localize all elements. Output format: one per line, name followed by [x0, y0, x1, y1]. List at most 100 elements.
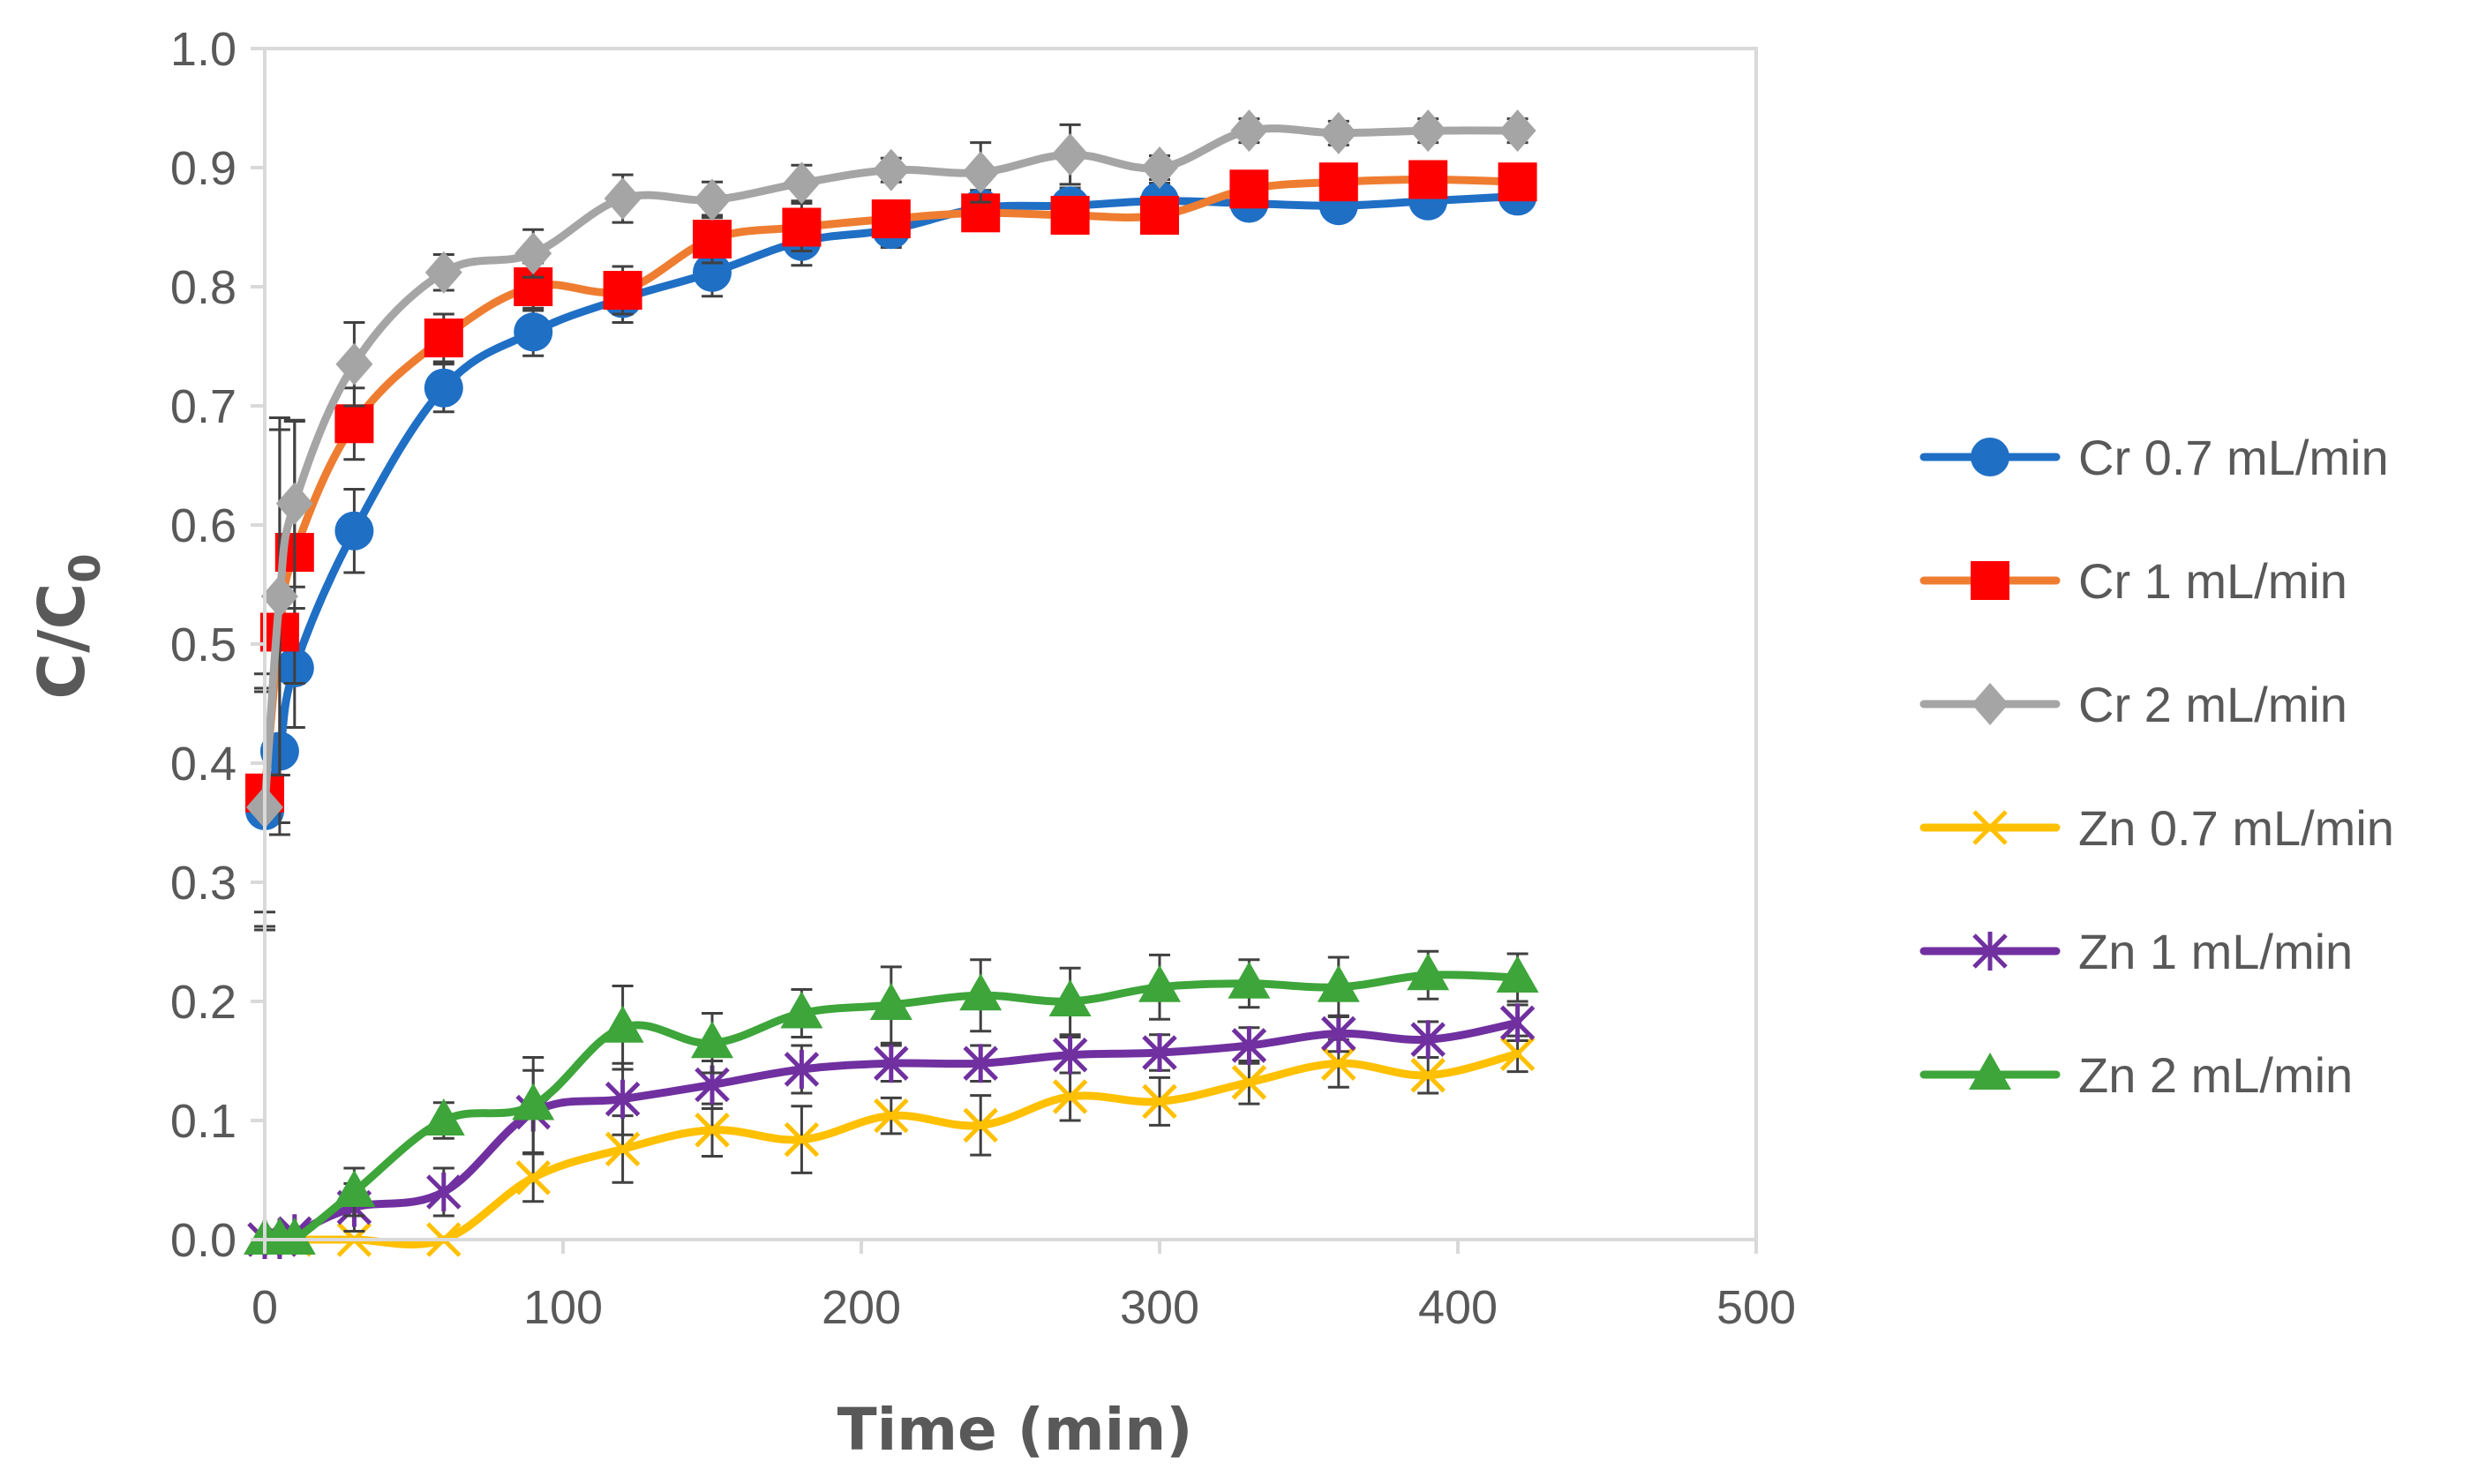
legend-swatch-marker — [1972, 810, 2008, 845]
legend-item-2: Cr 1 mL/min — [1919, 553, 2347, 609]
data-point — [1052, 1035, 1088, 1075]
data-point — [1499, 1003, 1536, 1043]
data-point — [869, 983, 913, 1021]
data-point — [334, 404, 374, 444]
y-tick-label: 0.5 — [170, 618, 237, 671]
data-point — [422, 1098, 465, 1135]
x-tick-label: 200 — [822, 1281, 901, 1334]
y-tick-label: 0.4 — [170, 738, 237, 791]
data-point — [426, 1173, 462, 1211]
data-point — [691, 1021, 733, 1059]
legend-swatch-marker — [1969, 1053, 2011, 1090]
data-point — [1321, 1014, 1356, 1053]
data-point — [1142, 1083, 1177, 1120]
data-point — [1319, 111, 1357, 154]
legend-label: Zn 2 mL/min — [2078, 1047, 2353, 1103]
data-point — [260, 575, 298, 618]
data-point — [1410, 1020, 1446, 1060]
data-point — [872, 148, 910, 191]
y-axis-title-main: C/C — [25, 583, 99, 700]
y-tick-label: 0.2 — [170, 976, 237, 1029]
data-point — [1231, 1065, 1267, 1100]
data-point — [694, 178, 731, 221]
data-point — [1317, 964, 1360, 1002]
data-point — [1141, 146, 1178, 189]
data-point — [1229, 169, 1269, 209]
legend-item-6: Zn 2 mL/min — [1919, 1047, 2353, 1103]
x-axis-title: Time (min) — [837, 1396, 1193, 1464]
data-point — [333, 1170, 376, 1207]
legend-label: Cr 2 mL/min — [2078, 677, 2347, 732]
x-tick-label: 400 — [1418, 1281, 1498, 1334]
data-point — [784, 1049, 820, 1089]
data-point — [1231, 1025, 1267, 1065]
data-point — [515, 1160, 551, 1195]
legend-label: Cr 0.7 mL/min — [2078, 430, 2389, 485]
data-point — [424, 319, 463, 358]
data-point — [605, 1131, 641, 1167]
data-point — [1498, 109, 1536, 153]
data-point — [874, 1044, 909, 1083]
data-point — [1138, 964, 1181, 1002]
series-line — [260, 191, 1522, 815]
legend-label: Cr 1 mL/min — [2078, 553, 2347, 609]
series-3 — [246, 109, 1536, 928]
data-point — [1142, 1033, 1177, 1073]
data-point — [335, 342, 373, 386]
data-point — [424, 368, 463, 408]
legend: Cr 0.7 mL/min Cr 1 mL/min Cr 2 mL/min Zn 0.… — [1919, 430, 2394, 1103]
data-point — [963, 1044, 998, 1083]
x-tick-label: 300 — [1120, 1281, 1199, 1334]
data-point — [424, 251, 462, 294]
legend-swatch-marker — [1971, 561, 2009, 600]
data-point — [605, 1079, 641, 1119]
data-point — [275, 482, 313, 525]
data-point — [871, 199, 911, 239]
data-point — [962, 151, 1000, 194]
legend-label: Zn 0.7 mL/min — [2078, 800, 2394, 856]
data-point — [695, 1113, 730, 1148]
data-point — [1318, 162, 1358, 202]
data-point — [1499, 1036, 1536, 1072]
legend-item-3: Cr 2 mL/min — [1919, 677, 2347, 732]
axes: 0.0 0.1 0.2 0.3 0.4 0.5 0.6 0.7 0.8 0.9 1.0 0 100 200… — [170, 23, 1796, 1334]
legend-item-1: Cr 0.7 mL/min — [1919, 430, 2389, 485]
data-point — [1050, 196, 1090, 235]
data-point — [1409, 109, 1447, 153]
data-point — [604, 177, 642, 221]
data-point — [1228, 961, 1271, 999]
y-tick-label: 0.0 — [170, 1214, 237, 1267]
data-point — [963, 1107, 998, 1143]
y-tick-label: 0.7 — [170, 380, 237, 433]
data-point — [784, 1121, 820, 1158]
legend-label: Zn 1 mL/min — [2078, 924, 2353, 979]
y-tick-label: 0.9 — [170, 142, 237, 195]
legend-item-5: Zn 1 mL/min — [1919, 924, 2353, 979]
data-point — [1410, 1057, 1446, 1093]
legend-swatch-marker — [1971, 438, 2009, 476]
y-tick-label: 1.0 — [170, 23, 237, 76]
y-tick-label: 0.6 — [170, 499, 237, 552]
data-point — [1408, 160, 1448, 199]
data-point — [1052, 1079, 1088, 1114]
data-point — [512, 1083, 555, 1120]
y-tick-label: 0.1 — [170, 1095, 237, 1148]
data-point — [780, 991, 823, 1029]
data-point — [514, 312, 553, 352]
data-point — [693, 220, 732, 259]
data-point — [1496, 956, 1539, 993]
plot-area — [244, 109, 1539, 1259]
data-point — [1407, 953, 1450, 991]
data-point — [1498, 162, 1537, 202]
data-point — [874, 1098, 909, 1134]
data-point — [273, 1218, 316, 1255]
data-point — [514, 232, 552, 275]
legend-swatch-marker — [1972, 932, 2008, 971]
y-axis-title: C/C0 — [25, 553, 110, 699]
y-tick-label: 0.8 — [170, 261, 237, 314]
data-point — [959, 973, 1003, 1011]
y-tick-label: 0.3 — [170, 857, 237, 910]
x-tick-label: 100 — [523, 1281, 603, 1334]
data-point — [782, 207, 822, 247]
legend-swatch-marker — [1972, 683, 2009, 725]
